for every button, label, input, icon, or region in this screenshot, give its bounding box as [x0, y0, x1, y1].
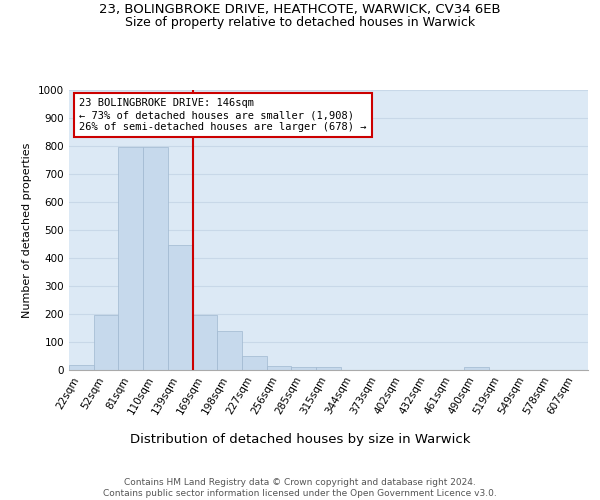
Bar — [217, 331, 242, 370]
Text: 23 BOLINGBROKE DRIVE: 146sqm
← 73% of detached houses are smaller (1,908)
26% of: 23 BOLINGBROKE DRIVE: 146sqm ← 73% of de… — [79, 98, 367, 132]
Text: Size of property relative to detached houses in Warwick: Size of property relative to detached ho… — [125, 16, 475, 29]
Bar — [193, 316, 217, 370]
Bar — [94, 316, 118, 370]
Bar — [242, 356, 267, 370]
Bar — [69, 365, 94, 370]
Bar — [464, 367, 489, 370]
Bar — [143, 148, 168, 370]
Y-axis label: Number of detached properties: Number of detached properties — [22, 142, 32, 318]
Text: Contains HM Land Registry data © Crown copyright and database right 2024.
Contai: Contains HM Land Registry data © Crown c… — [103, 478, 497, 498]
Text: 23, BOLINGBROKE DRIVE, HEATHCOTE, WARWICK, CV34 6EB: 23, BOLINGBROKE DRIVE, HEATHCOTE, WARWIC… — [99, 2, 501, 16]
Text: Distribution of detached houses by size in Warwick: Distribution of detached houses by size … — [130, 432, 470, 446]
Bar — [316, 367, 341, 370]
Bar — [168, 246, 193, 370]
Bar — [118, 148, 143, 370]
Bar — [292, 367, 316, 370]
Bar — [267, 366, 292, 370]
